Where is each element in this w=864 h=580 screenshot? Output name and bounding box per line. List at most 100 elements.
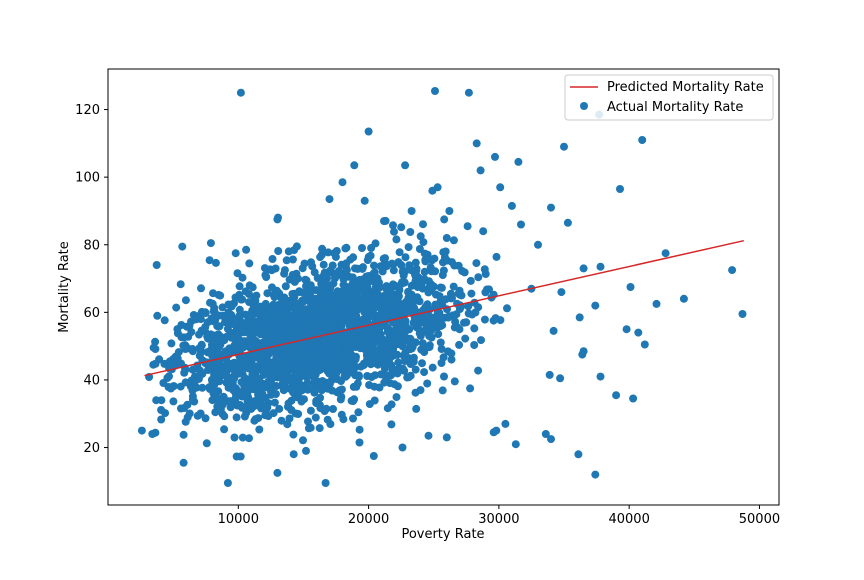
scatter-point — [296, 384, 305, 392]
scatter-point — [223, 479, 232, 487]
scatter-point — [359, 275, 368, 284]
scatter-point — [313, 274, 322, 282]
scatter-point — [230, 374, 239, 383]
scatter-point — [288, 290, 297, 298]
scatter-point — [470, 341, 479, 349]
scatter-point — [496, 183, 505, 192]
scatter-point — [474, 366, 483, 375]
scatter-point — [444, 313, 453, 322]
scatter-point — [226, 403, 235, 412]
scatter-point — [476, 166, 485, 175]
scatter-point — [232, 413, 241, 422]
scatter-point — [209, 389, 218, 398]
scatter-point — [179, 341, 188, 350]
scatter-point — [612, 391, 621, 400]
scatter-point — [545, 370, 554, 379]
scatter-point — [343, 330, 352, 338]
scatter-point — [464, 88, 473, 97]
scatter-point — [320, 336, 329, 345]
scatter-point — [435, 292, 444, 301]
scatter-point — [395, 248, 404, 257]
scatter-point — [291, 305, 300, 314]
scatter-point — [337, 385, 346, 394]
scatter-point — [280, 269, 289, 278]
scatter-point — [153, 311, 162, 320]
scatter-point — [277, 416, 286, 425]
scatter-point — [288, 386, 297, 395]
scatter-point — [394, 358, 403, 367]
scatter-point — [287, 406, 296, 414]
scatter-point — [626, 283, 635, 291]
scatter-point — [366, 307, 375, 316]
scatter-point — [407, 207, 416, 215]
scatter-point — [304, 424, 313, 433]
scatter-point — [426, 263, 435, 272]
scatter-point — [235, 311, 244, 320]
scatter-point — [349, 253, 358, 262]
scatter-point — [321, 479, 330, 487]
scatter-point — [398, 327, 407, 336]
scatter-point — [209, 307, 218, 316]
scatter-point — [256, 330, 265, 339]
scatter-point — [398, 443, 407, 452]
scatter-point — [389, 266, 398, 275]
scatter-point — [370, 261, 378, 270]
scatter-point — [261, 271, 270, 280]
scatter-point — [263, 289, 272, 298]
scatter-point — [424, 431, 433, 440]
scatter-point — [176, 280, 185, 289]
x-tick-label: 30000 — [478, 512, 519, 527]
scatter-point — [401, 253, 410, 262]
scatter-point — [356, 344, 365, 353]
scatter-point — [426, 283, 435, 292]
y-axis: 20 40 60 80 100 120 — [75, 103, 108, 456]
scatter-point — [245, 290, 253, 299]
scatter-point — [489, 316, 498, 325]
scatter-point — [336, 395, 345, 404]
scatter-point — [238, 353, 247, 362]
scatter-point — [388, 339, 396, 348]
scatter-point — [211, 258, 220, 267]
scatter-point — [738, 310, 747, 318]
scatter-point — [243, 363, 252, 372]
scatter-point — [322, 349, 331, 358]
scatter-point — [315, 343, 324, 352]
scatter-point — [169, 397, 178, 406]
scatter-point — [350, 161, 359, 170]
scatter-point — [240, 412, 249, 421]
scatter-point — [218, 303, 227, 312]
y-tick-label: 40 — [83, 373, 100, 388]
scatter-point — [345, 338, 353, 347]
scatter-point — [420, 267, 429, 276]
scatter-point — [167, 339, 176, 348]
y-tick-label: 60 — [83, 306, 100, 321]
scatter-point — [209, 289, 217, 298]
scatter-point — [239, 319, 248, 327]
scatter-point — [371, 346, 379, 355]
scatter-point — [449, 282, 458, 291]
scatter-point — [315, 302, 324, 311]
scatter-point — [245, 259, 254, 268]
scatter-point — [256, 398, 265, 407]
scatter-point — [188, 395, 197, 404]
scatter-point — [370, 382, 379, 391]
scatter-point — [245, 281, 254, 290]
scatter-point — [331, 271, 340, 280]
scatter-point — [325, 369, 334, 378]
scatter-point — [357, 300, 366, 308]
scatter-point — [238, 433, 247, 442]
scatter-point — [174, 348, 183, 357]
scatter-point — [480, 315, 489, 324]
scatter-point — [249, 374, 258, 383]
scatter-point — [306, 281, 315, 290]
scatter-point — [320, 317, 329, 326]
scatter-point — [282, 313, 291, 322]
x-tick-label: 10000 — [218, 512, 259, 527]
scatter-point — [184, 332, 193, 341]
scatter-point — [634, 328, 643, 337]
scatter-point — [288, 255, 297, 264]
scatter-point — [251, 415, 260, 424]
scatter-point — [416, 232, 425, 241]
scatter-point — [288, 313, 297, 322]
regression-line-layer — [144, 239, 744, 377]
